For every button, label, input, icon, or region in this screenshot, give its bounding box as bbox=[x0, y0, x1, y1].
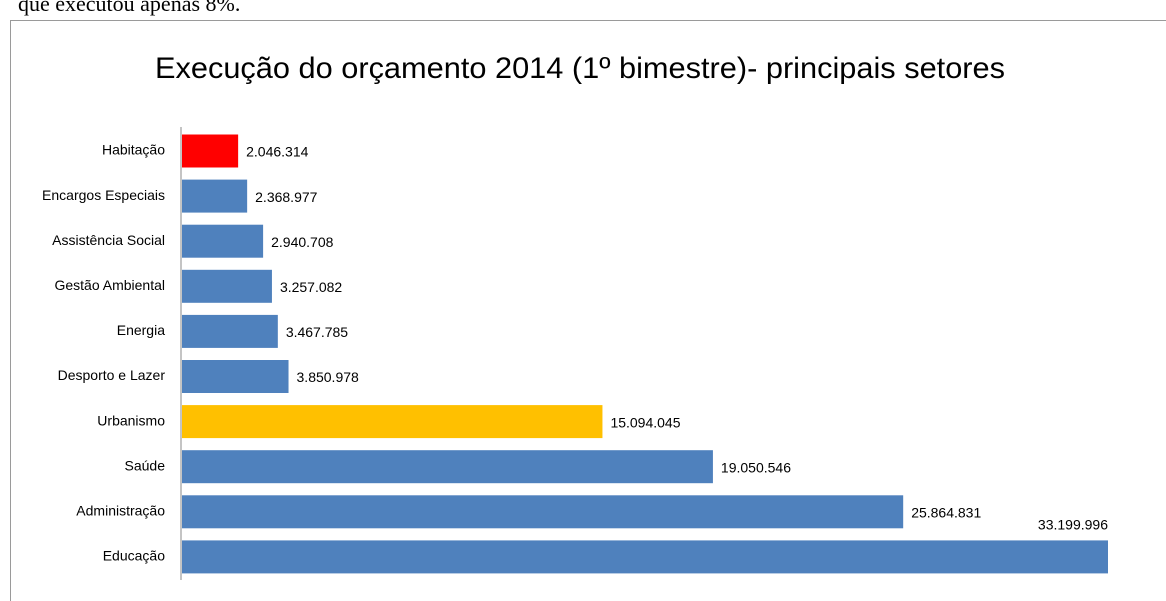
document-text: que executou apenas 8%. bbox=[18, 0, 240, 16]
bar bbox=[182, 179, 248, 213]
data-label: 2.046.314 bbox=[246, 144, 308, 160]
data-label: 19.050.546 bbox=[721, 459, 791, 475]
y-tick-label: Educação bbox=[103, 548, 165, 564]
y-tick-label: Habitação bbox=[102, 142, 165, 158]
data-label: 3.257.082 bbox=[280, 279, 342, 295]
data-label: 33.199.996 bbox=[1038, 517, 1108, 533]
data-label: 2.368.977 bbox=[255, 189, 317, 205]
y-tick-label: Encargos Especiais bbox=[42, 187, 165, 203]
y-tick-label: Urbanismo bbox=[97, 412, 165, 428]
bar bbox=[182, 495, 904, 529]
data-label: 2.940.708 bbox=[271, 234, 333, 250]
bar bbox=[182, 450, 713, 484]
bar bbox=[182, 269, 272, 303]
y-tick-label: Assistência Social bbox=[52, 232, 165, 248]
y-tick-label: Desporto e Lazer bbox=[58, 367, 166, 383]
y-tick-label: Administração bbox=[76, 503, 165, 519]
bar bbox=[182, 224, 264, 258]
bar bbox=[182, 540, 1108, 574]
y-tick-label: Gestão Ambiental bbox=[54, 277, 165, 293]
y-tick-label: Saúde bbox=[125, 457, 166, 473]
y-tick-label: Energia bbox=[117, 322, 165, 338]
bar bbox=[182, 314, 278, 348]
bar bbox=[182, 405, 603, 439]
data-label: 15.094.045 bbox=[610, 414, 680, 430]
chart-title: Execução do orçamento 2014 (1º bimestre)… bbox=[155, 52, 1005, 85]
data-label: 25.864.831 bbox=[911, 505, 981, 521]
data-label: 3.467.785 bbox=[286, 324, 348, 340]
data-label: 3.850.978 bbox=[297, 369, 359, 385]
bar bbox=[182, 360, 289, 393]
bar bbox=[182, 134, 239, 168]
